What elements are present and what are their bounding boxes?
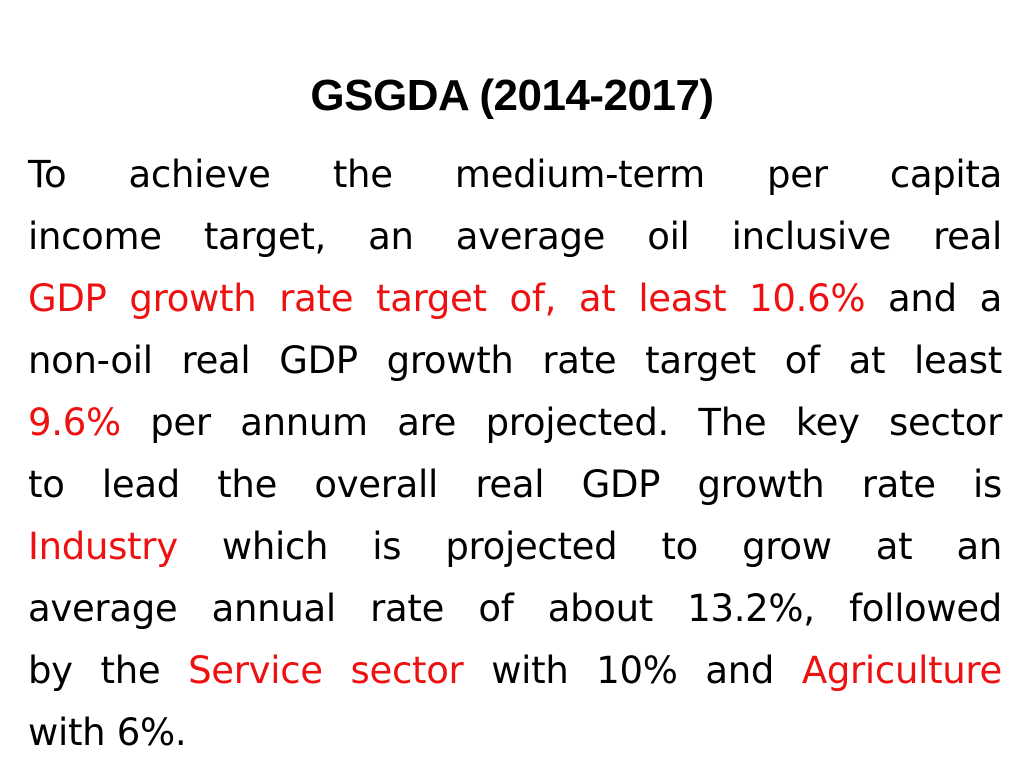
body-text: To achieve the medium-term per capita (28, 153, 1002, 196)
body-line: with 6%. (28, 702, 1002, 764)
body-text: to lead the overall real GDP growth rate… (28, 463, 1002, 506)
body-line: by the Service sector with 10% and Agric… (28, 640, 1002, 702)
body-text: income target, an average oil inclusive … (28, 215, 1002, 258)
body-line: average annual rate of about 13.2%, foll… (28, 578, 1002, 640)
slide-title: GSGDA (2014-2017) (310, 71, 714, 120)
body-line: 9.6% per annum are projected. The key se… (28, 392, 1002, 454)
body-text: average annual rate of about 13.2%, foll… (28, 587, 1002, 630)
highlighted-text: Service sector (188, 649, 464, 692)
body-line: income target, an average oil inclusive … (28, 206, 1002, 268)
body-text: which is projected to grow at an (177, 525, 1002, 568)
body-text: with 10% and (463, 649, 802, 692)
highlighted-text: GDP growth rate target of, at least 10.6… (28, 277, 866, 320)
body-line: non-oil real GDP growth rate target of a… (28, 330, 1002, 392)
body-text: with 6%. (28, 711, 187, 754)
highlighted-text: Industry (28, 525, 178, 568)
body-line: GDP growth rate target of, at least 10.6… (28, 268, 1002, 330)
body-line: to lead the overall real GDP growth rate… (28, 454, 1002, 516)
body-line: To achieve the medium-term per capita (28, 144, 1002, 206)
body-text: per annum are projected. The key sector (120, 401, 1002, 444)
body-text: non-oil real GDP growth rate target of a… (28, 339, 1002, 382)
body-line: Industry which is projected to grow at a… (28, 516, 1002, 578)
highlighted-text: Agriculture (801, 649, 1002, 692)
highlighted-text: 9.6% (28, 401, 121, 444)
slide-body-text: To achieve the medium-term per capita in… (28, 144, 1002, 764)
body-text: by the (28, 649, 189, 692)
body-text: and a (865, 277, 1002, 320)
